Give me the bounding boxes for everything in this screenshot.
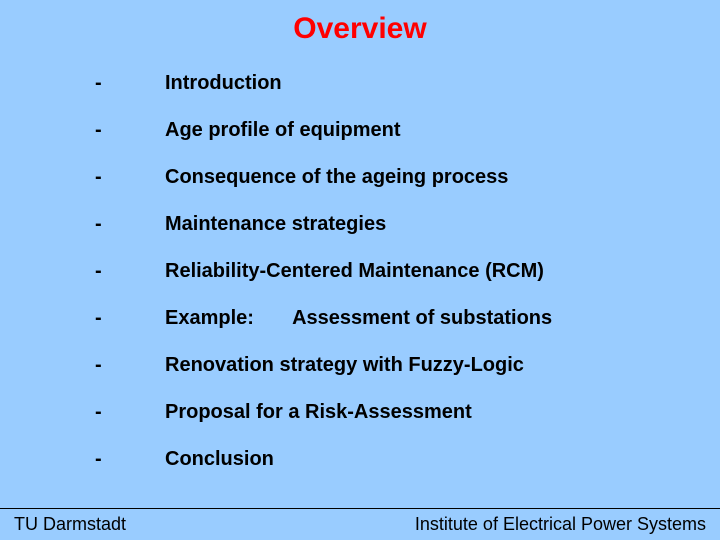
list-item-text: Consequence of the ageing process [165,166,508,189]
bullet-dash: - [95,119,165,142]
bullet-dash: - [95,307,165,330]
list-item: - Conclusion [95,448,720,471]
bullet-dash: - [95,166,165,189]
bullet-dash: - [95,260,165,283]
list-item-text: Conclusion [165,448,274,471]
bullet-dash: - [95,448,165,471]
slide-container: Overview - Introduction - Age profile of… [0,0,720,540]
bullet-dash: - [95,72,165,95]
list-item-text: Proposal for a Risk-Assessment [165,401,472,424]
slide-content: - Introduction - Age profile of equipmen… [0,54,720,540]
bullet-dash: - [95,213,165,236]
list-item-text: Age profile of equipment [165,119,401,142]
bullet-dash: - [95,401,165,424]
list-item-text: Introduction [165,72,282,95]
list-item-text: Renovation strategy with Fuzzy-Logic [165,354,524,377]
slide-title: Overview [0,0,720,54]
footer-left: TU Darmstadt [14,514,126,535]
list-item: - Renovation strategy with Fuzzy-Logic [95,354,720,377]
list-item-text: Maintenance strategies [165,213,386,236]
list-item: - Proposal for a Risk-Assessment [95,401,720,424]
bullet-dash: - [95,354,165,377]
bullet-list: - Introduction - Age profile of equipmen… [95,72,720,471]
list-item: - Introduction [95,72,720,95]
list-item: - Consequence of the ageing process [95,166,720,189]
list-item-text: Reliability-Centered Maintenance (RCM) [165,260,544,283]
list-item: - Reliability-Centered Maintenance (RCM) [95,260,720,283]
footer-right: Institute of Electrical Power Systems [415,514,706,535]
list-item: - Age profile of equipment [95,119,720,142]
list-item: - Maintenance strategies [95,213,720,236]
list-item: - Example: Assessment of substations [95,307,720,330]
list-item-text: Example: Assessment of substations [165,307,552,330]
slide-footer: TU Darmstadt Institute of Electrical Pow… [0,508,720,540]
